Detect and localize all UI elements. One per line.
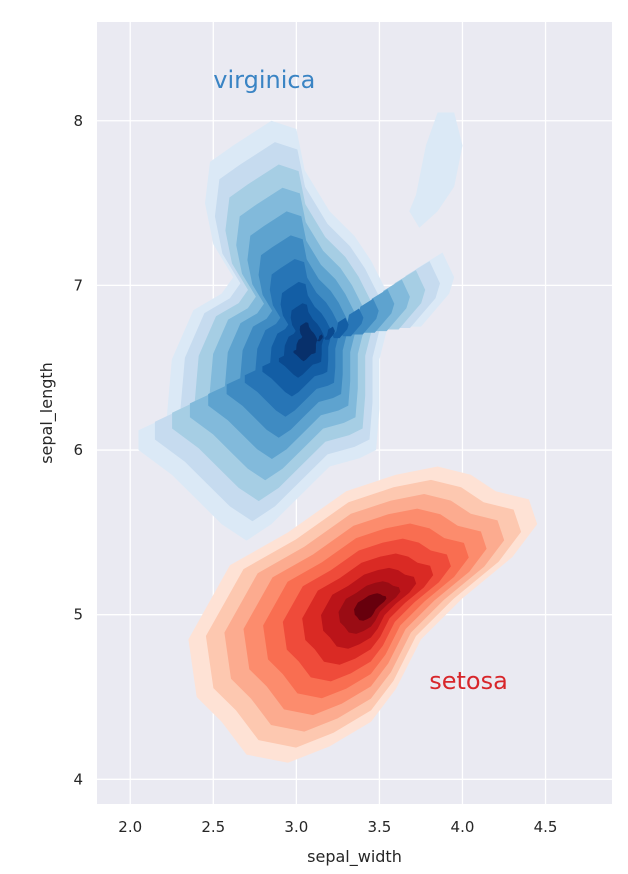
y-axis-label: sepal_length <box>37 362 57 464</box>
setosa-contour-level-10 <box>354 593 387 621</box>
series-label-setosa: setosa <box>429 667 508 695</box>
y-tick-label: 4 <box>73 770 83 788</box>
y-tick-label: 6 <box>73 441 83 459</box>
y-tick-labels: 4 5 6 7 8 <box>73 112 83 789</box>
x-tick-label: 4.0 <box>451 818 475 836</box>
virginica-density-contours <box>138 112 463 541</box>
x-tick-label: 3.5 <box>367 818 391 836</box>
x-tick-label: 2.0 <box>118 818 142 836</box>
virginica-contour-level-10 <box>293 322 323 362</box>
y-tick-label: 7 <box>73 276 83 294</box>
x-tick-labels: 2.0 2.5 3.0 3.5 4.0 4.5 <box>118 818 557 836</box>
setosa-density-contours <box>188 466 538 763</box>
x-tick-label: 3.0 <box>284 818 308 836</box>
virginica-contour-island <box>409 112 463 228</box>
series-label-virginica: virginica <box>213 66 315 94</box>
x-tick-label: 2.5 <box>201 818 225 836</box>
x-tick-label: 4.5 <box>534 818 558 836</box>
y-tick-label: 5 <box>73 606 83 624</box>
x-axis-label: sepal_width <box>307 847 402 867</box>
y-tick-label: 8 <box>73 112 83 130</box>
